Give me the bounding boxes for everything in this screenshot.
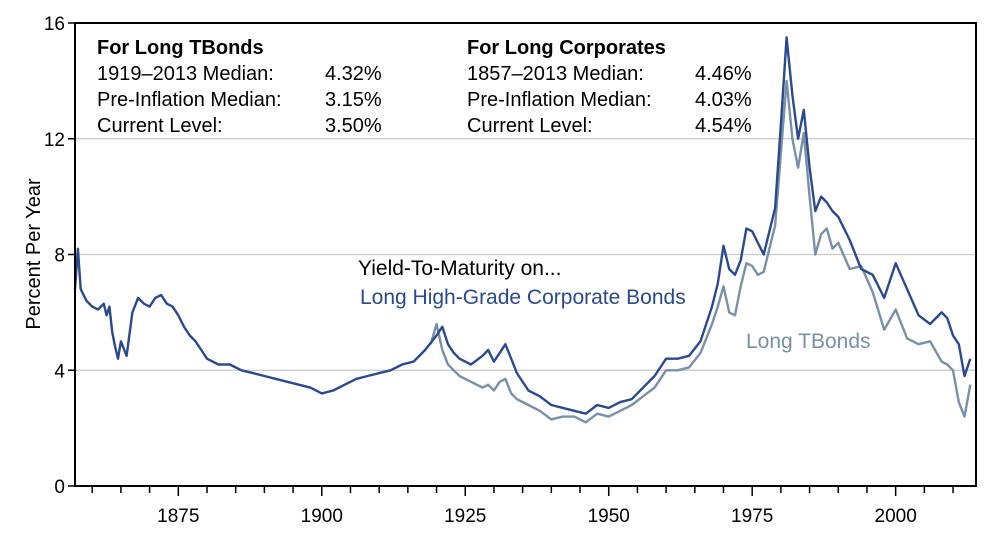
corporate-info-heading: For Long Corporates	[467, 37, 666, 59]
y-axis: 0 4 8 12 16	[44, 14, 75, 498]
tbond-info-row: Pre-Inflation Median: 3.15%	[97, 87, 382, 113]
info-value: 4.03%	[695, 89, 752, 111]
info-label: Current Level:	[97, 115, 223, 137]
info-value: 4.46%	[695, 63, 752, 85]
info-label: Pre-Inflation Median:	[97, 89, 282, 111]
x-tick-label: 2000	[875, 506, 917, 527]
info-value: 4.54%	[695, 115, 752, 137]
tbond-info-row: Current Level: 3.50%	[97, 113, 382, 139]
corporate-bond-line	[73, 36, 972, 415]
tbond-info-heading: For Long TBonds	[97, 37, 264, 59]
info-label: Pre-Inflation Median:	[467, 89, 652, 111]
corporate-info-row: Current Level: 4.54%	[467, 113, 752, 139]
y-tick-label: 0	[54, 477, 65, 498]
ytm-heading: Yield-To-Maturity on...	[358, 257, 562, 280]
y-tick-label: 4	[54, 361, 65, 382]
x-axis: 1875 1900 1925 1950 1975 2000	[91, 486, 954, 527]
tbond-info-box: For Long TBonds 1919–2013 Median: 4.32% …	[97, 35, 382, 139]
x-tick-label: 1950	[588, 506, 630, 527]
corporate-info-row: Pre-Inflation Median: 4.03%	[467, 87, 752, 113]
x-tick-label: 1875	[157, 506, 199, 527]
info-value: 4.32%	[325, 63, 382, 85]
x-tick-label: 1975	[731, 506, 773, 527]
info-label: Current Level:	[467, 115, 593, 137]
tbond-info-row: 1919–2013 Median: 4.32%	[97, 61, 382, 87]
info-label: 1857–2013 Median:	[467, 63, 644, 85]
corporate-info-box: For Long Corporates 1857–2013 Median: 4.…	[467, 35, 752, 139]
series-lines	[73, 36, 972, 424]
y-axis-label: Percent Per Year	[23, 178, 45, 330]
grid-lines	[75, 138, 976, 371]
x-tick-label: 1900	[301, 506, 343, 527]
tbond-line	[429, 79, 972, 424]
info-value: 3.15%	[325, 89, 382, 111]
corporate-series-label: Long High-Grade Corporate Bonds	[360, 286, 686, 309]
x-tick-label: 1925	[444, 506, 486, 527]
y-tick-label: 12	[44, 130, 65, 151]
tbond-series-label: Long TBonds	[746, 330, 871, 353]
info-label: 1919–2013 Median:	[97, 63, 274, 85]
y-tick-label: 16	[44, 14, 65, 35]
corporate-info-row: 1857–2013 Median: 4.46%	[467, 61, 752, 87]
y-tick-label: 8	[54, 246, 65, 267]
info-value: 3.50%	[325, 115, 382, 137]
